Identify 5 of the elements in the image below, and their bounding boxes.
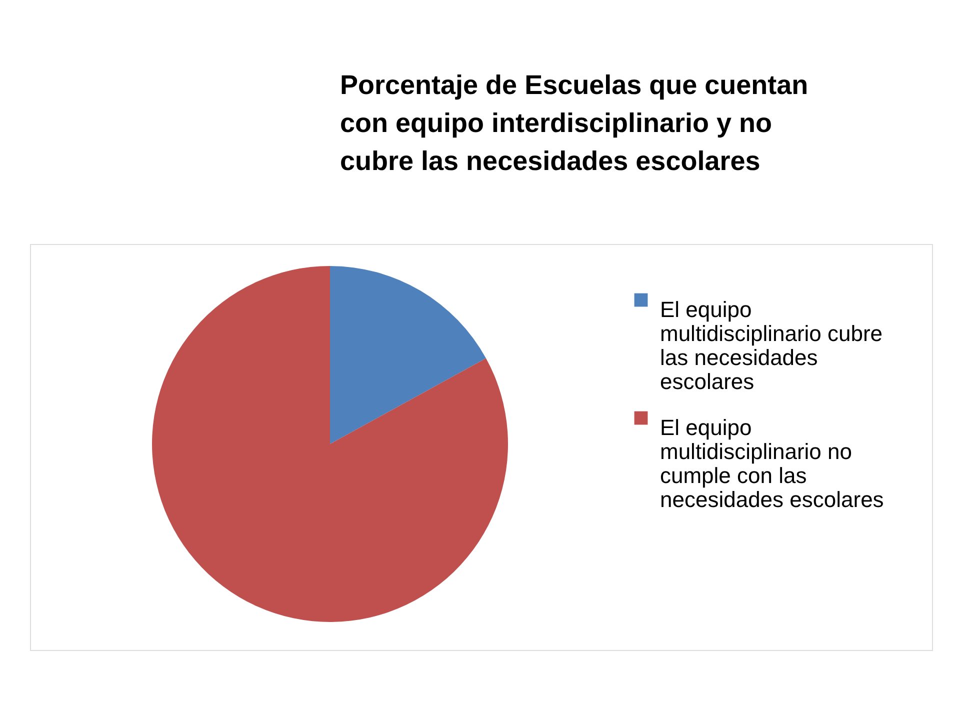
- pie-slice: [330, 266, 486, 444]
- legend-label: El equipo multidisciplinario cubre las necesidades escolares: [660, 297, 883, 394]
- chart-title: Porcentaje de Escuelas que cuentan con equipo interdisciplinario y no cubre las necesidades escolares: [340, 70, 808, 176]
- pie-slice: [152, 266, 508, 622]
- legend-label: El equipo multidisciplinario no cumple con las necesidades escolares: [660, 415, 884, 512]
